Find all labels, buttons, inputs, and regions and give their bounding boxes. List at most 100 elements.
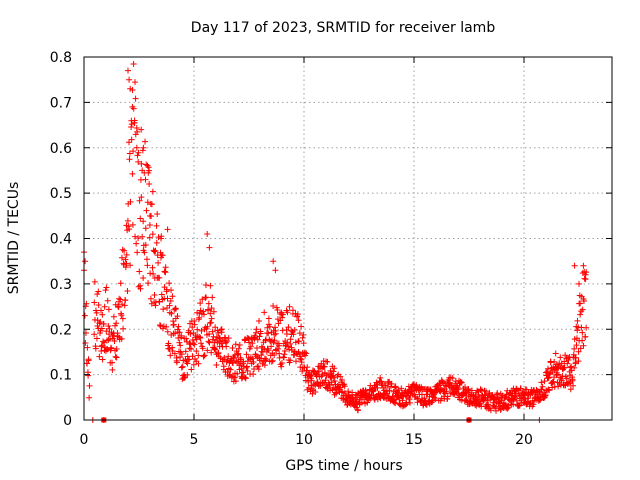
data-point [124, 217, 131, 224]
data-point [102, 287, 109, 294]
data-point [123, 260, 130, 267]
data-point [541, 378, 548, 385]
data-point [557, 354, 564, 361]
data-point [256, 317, 263, 324]
data-point [202, 282, 209, 289]
data-point [223, 343, 230, 350]
data-point [314, 369, 321, 376]
data-point [270, 303, 277, 310]
data-point [197, 300, 204, 307]
x-tick-label: 10 [295, 432, 313, 448]
data-point [193, 336, 200, 343]
data-point [583, 324, 590, 331]
data-point [187, 330, 194, 337]
data-point [207, 282, 214, 289]
data-point [125, 67, 131, 74]
data-point [550, 378, 557, 385]
data-point [321, 363, 328, 370]
x-tick-label: 20 [515, 432, 533, 448]
data-point [579, 329, 586, 336]
data-point [262, 337, 269, 344]
data-point [406, 399, 413, 406]
data-point [86, 394, 93, 401]
data-point [383, 388, 390, 395]
data-point [196, 334, 203, 341]
data-point [558, 377, 565, 384]
data-point [205, 338, 212, 345]
data-point [176, 339, 183, 346]
data-point [476, 394, 483, 401]
data-point [197, 334, 204, 341]
data-point [185, 327, 192, 334]
data-point [511, 393, 518, 400]
data-point [392, 383, 399, 390]
data-point [538, 386, 545, 393]
data-point [575, 358, 582, 365]
data-point [255, 363, 262, 370]
data-point [202, 294, 209, 301]
data-point [512, 392, 519, 399]
data-point [120, 325, 127, 332]
data-point [116, 295, 123, 302]
data-point [146, 234, 153, 241]
data-point [84, 344, 91, 351]
data-point [253, 326, 260, 333]
data-point [204, 230, 211, 237]
data-point [126, 226, 133, 233]
data-point [137, 215, 144, 222]
data-point [234, 358, 241, 365]
data-point [205, 300, 212, 307]
data-point [158, 235, 164, 242]
data-point [249, 340, 256, 347]
data-point [542, 391, 549, 398]
data-point [504, 405, 511, 412]
data-point [100, 320, 107, 327]
data-point [487, 407, 494, 414]
data-point [305, 378, 312, 385]
data-point [565, 357, 572, 364]
data-point [261, 346, 268, 353]
data-point [465, 385, 472, 392]
data-point [265, 330, 272, 337]
data-point [105, 306, 112, 313]
data-point [552, 350, 559, 357]
data-point [254, 336, 261, 343]
data-point [101, 347, 108, 354]
data-point [374, 384, 381, 391]
data-point [167, 297, 174, 304]
data-point [197, 307, 204, 314]
y-tick-label: 0.4 [50, 232, 72, 248]
y-axis-label: SRMTID / TECUs [6, 182, 22, 295]
data-point [279, 311, 286, 318]
data-point [173, 359, 180, 366]
data-point [100, 338, 107, 345]
data-point [149, 264, 156, 271]
data-point [580, 297, 587, 304]
data-point [119, 246, 126, 253]
data-point [137, 285, 144, 292]
data-point [132, 233, 139, 240]
data-point [279, 314, 286, 321]
data-point [517, 385, 524, 392]
data-point [168, 310, 175, 317]
data-point [521, 390, 528, 397]
data-point [337, 373, 344, 380]
y-tick-label: 0.3 [50, 277, 72, 293]
data-point [349, 389, 356, 396]
data-point [304, 364, 311, 371]
data-point [227, 366, 234, 373]
data-point [132, 79, 139, 86]
data-point [177, 342, 184, 349]
data-point [164, 226, 171, 233]
data-point [106, 325, 113, 332]
data-point [358, 399, 365, 406]
data-point [191, 341, 198, 348]
data-point [403, 401, 410, 408]
data-point [364, 399, 371, 406]
data-point [182, 348, 189, 355]
data-point [118, 312, 125, 319]
data-point [569, 377, 576, 384]
data-point [250, 358, 257, 365]
data-point [142, 241, 149, 248]
